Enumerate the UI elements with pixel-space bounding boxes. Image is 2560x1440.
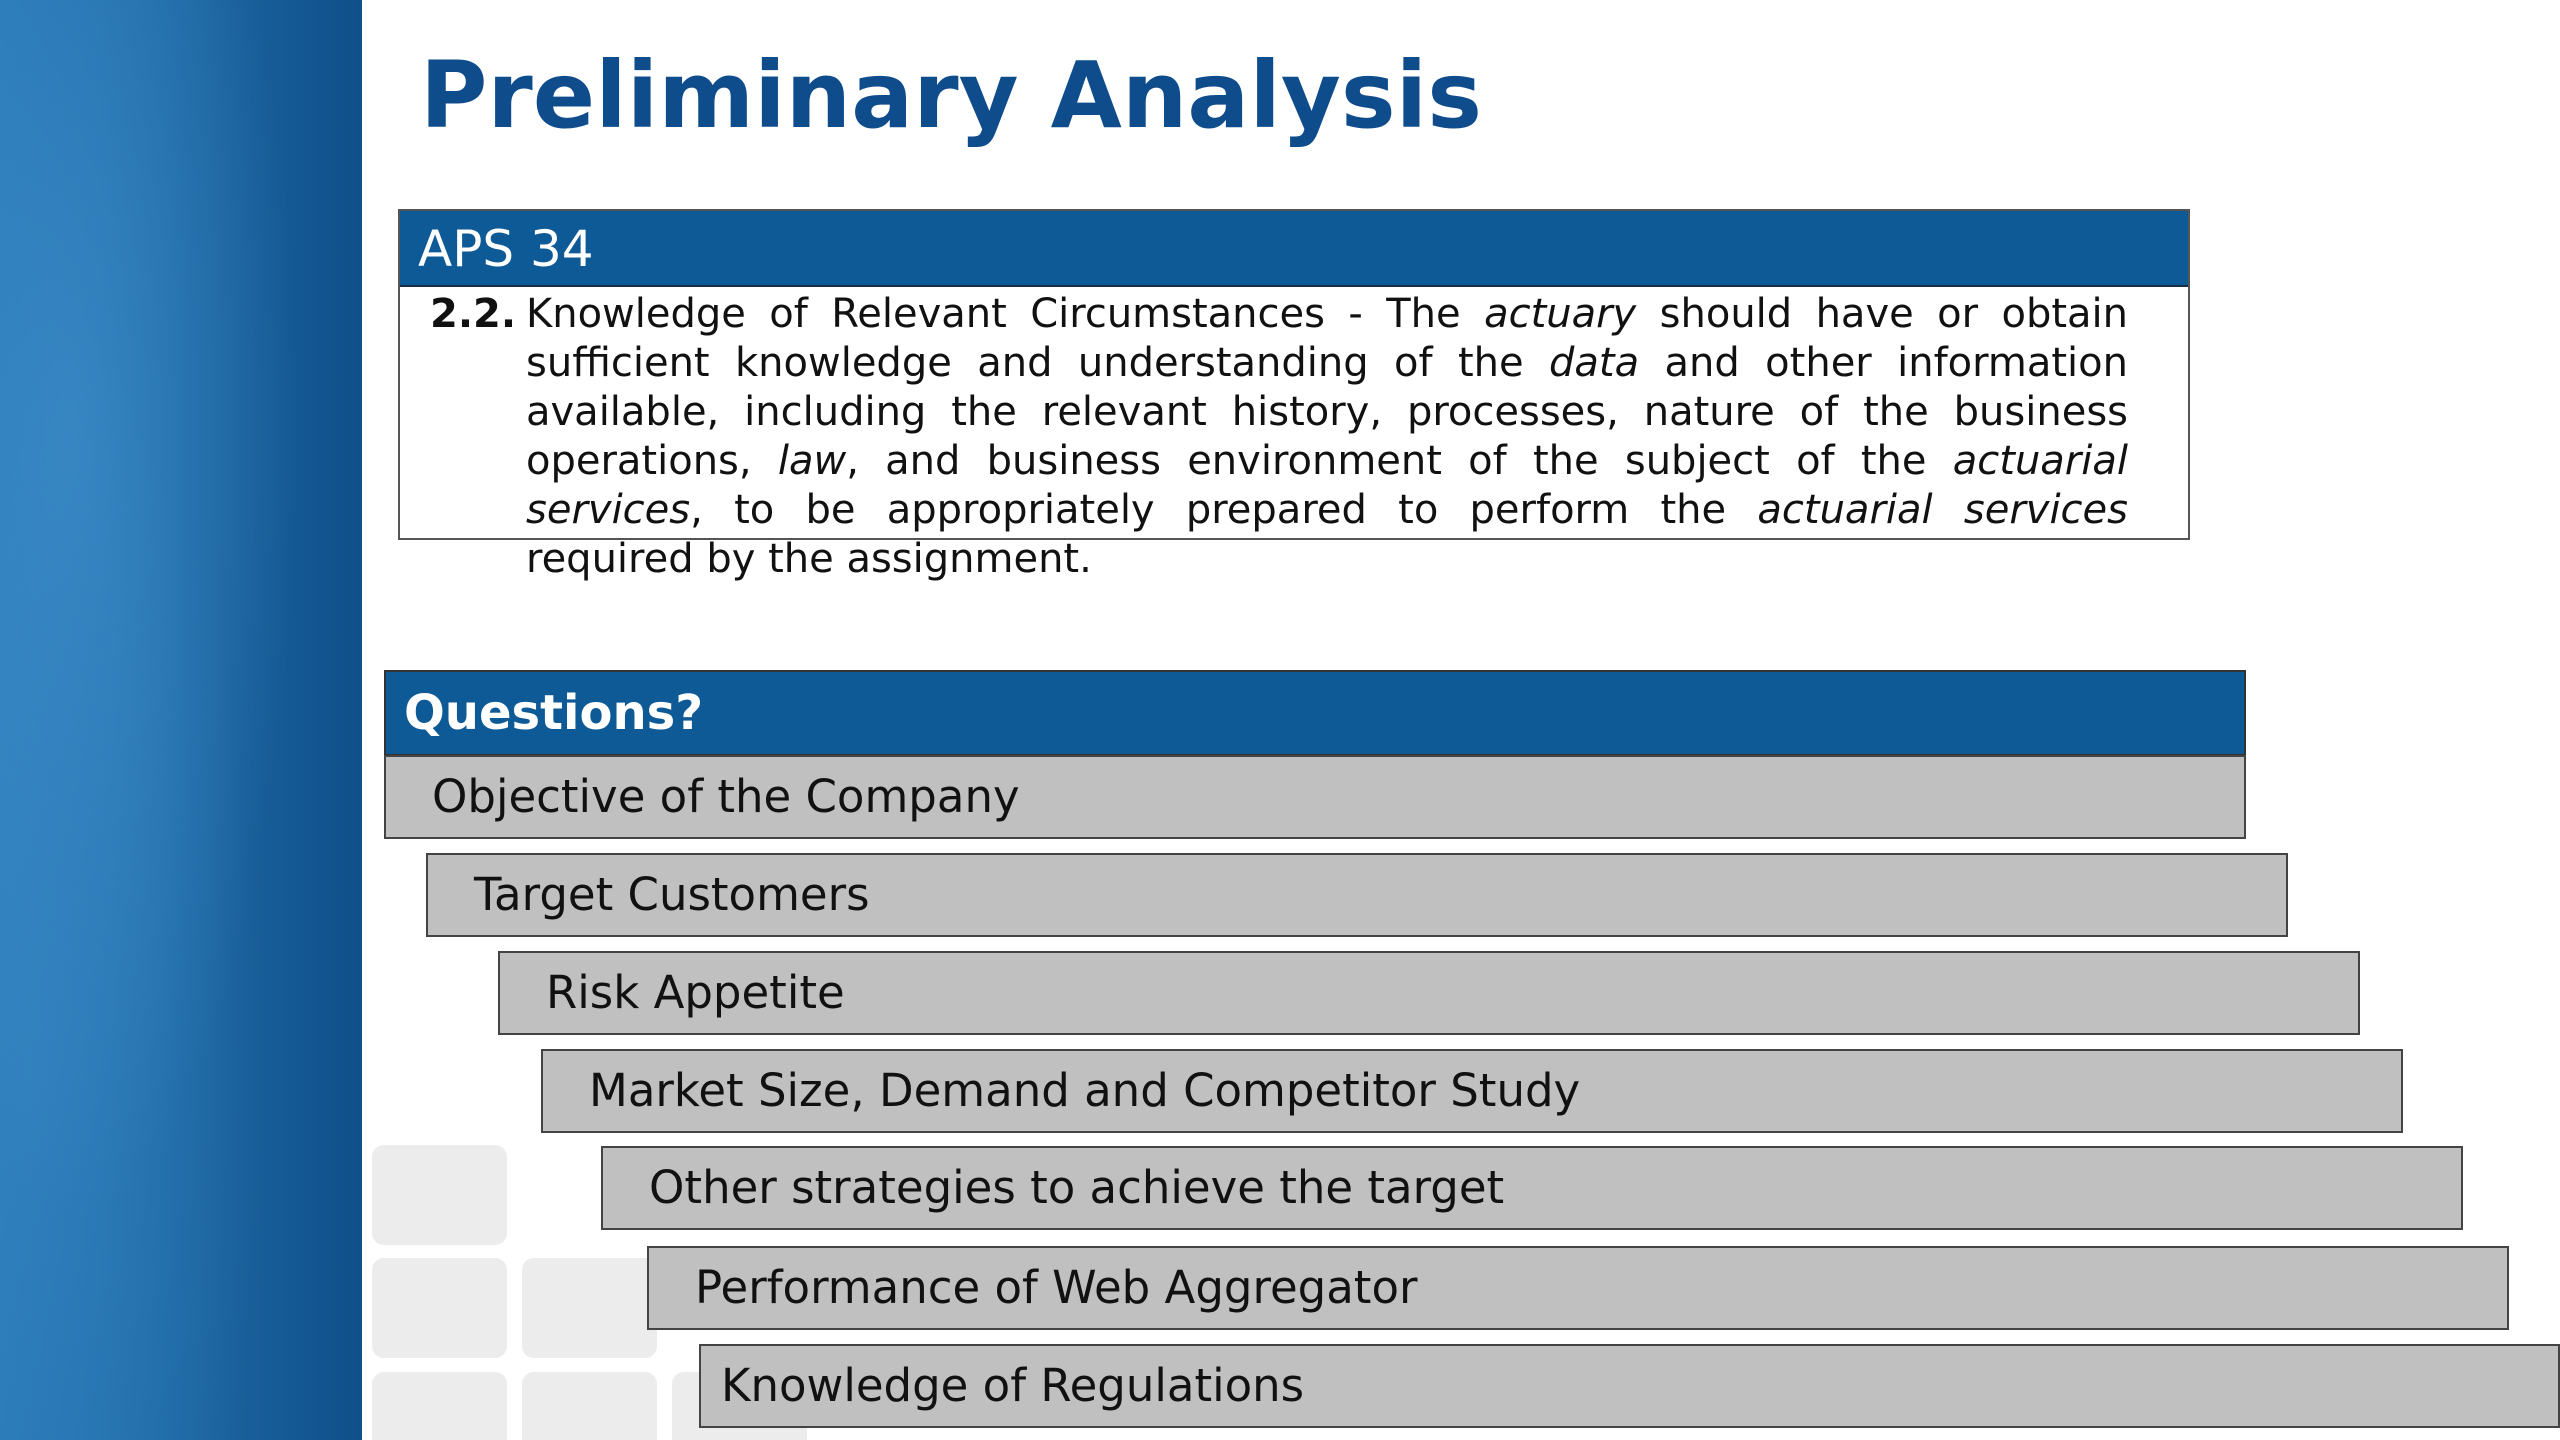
clause-text-segment: and other information available, includi…: [526, 340, 2128, 484]
decorative-square: [372, 1372, 507, 1440]
question-item: Knowledge of Regulations: [699, 1344, 2560, 1428]
question-item: Other strategies to achieve the target: [601, 1146, 2463, 1230]
sidebar-background: [0, 0, 362, 1440]
aps-box: APS 34 2.2. Knowledge of Relevant Circum…: [398, 209, 2190, 582]
question-item: Objective of the Company: [384, 755, 2246, 839]
question-item: Risk Appetite: [498, 951, 2360, 1035]
questions-header: Questions?: [384, 670, 2246, 756]
aps-box-header: APS 34: [400, 211, 2188, 287]
clause-text-segment: required by the assignment.: [526, 536, 1092, 582]
clause-text-segment: , and business environment of the subjec…: [846, 438, 1953, 484]
question-item: Target Customers: [426, 853, 2288, 937]
clause-text-segment: Knowledge of Relevant Circumstances - Th…: [526, 291, 1485, 337]
clause-term-law: law: [777, 438, 847, 484]
decorative-square: [372, 1258, 507, 1358]
decorative-square: [522, 1258, 657, 1358]
clause-term-actuarial-services: actuarial services: [526, 438, 2128, 533]
clause-text-segment: should have or obtain sufficient knowled…: [526, 291, 2128, 386]
clause-number: 2.2.: [430, 291, 517, 337]
clause-text-segment: , to be appropriately prepared to perfor…: [690, 487, 1758, 533]
clause-term-actuary: actuary: [1484, 291, 1637, 337]
page-title: Preliminary Analysis: [420, 42, 1482, 149]
decorative-square: [522, 1372, 657, 1440]
slide: Preliminary Analysis APS 34 2.2. Knowled…: [362, 0, 2560, 1440]
question-item: Market Size, Demand and Competitor Study: [541, 1049, 2403, 1133]
question-item: Performance of Web Aggregator: [647, 1246, 2509, 1330]
decorative-square: [372, 1145, 507, 1245]
aps-clause: 2.2. Knowledge of Relevant Circumstances…: [400, 287, 2188, 584]
clause-term-actuarial-services: actuarial services: [1757, 487, 2128, 533]
clause-term-data: data: [1549, 340, 1640, 386]
clause-text: Knowledge of Relevant Circumstances - Th…: [526, 290, 2128, 584]
